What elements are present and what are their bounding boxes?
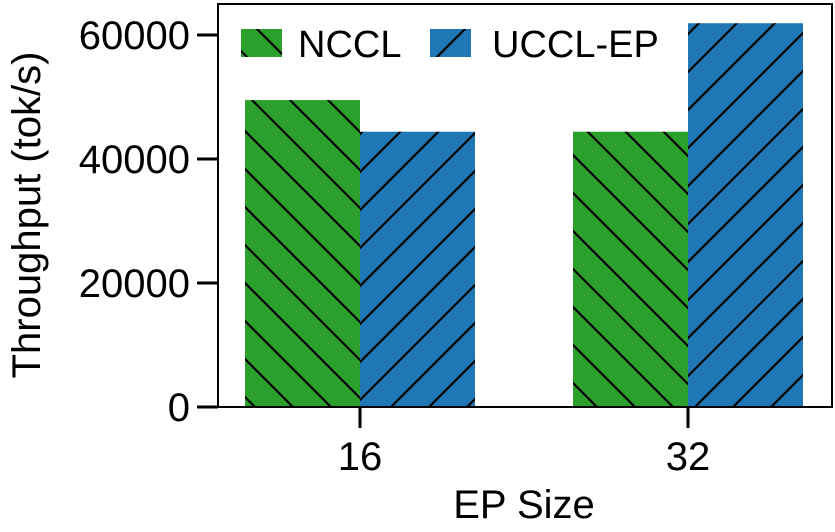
plot-frame [217,3,833,408]
bars-group [245,23,803,407]
x-tick-label: 32 [666,435,711,479]
bar-nccl-16 [245,100,360,407]
legend-swatch-nccl [241,29,282,57]
bar-uccl-ep-32 [688,23,803,407]
legend: NCCL UCCL-EP [241,24,659,66]
bar-uccl-ep-16 [360,131,475,407]
legend-swatch-uccl-ep [430,29,471,57]
y-axis: 0 20000 40000 60000 [79,14,218,430]
x-tick-label: 16 [338,435,383,479]
y-tick-label: 60000 [79,14,190,58]
y-tick-label: 0 [168,386,190,430]
y-axis-label: Throughput (tok/s) [5,52,49,379]
x-axis: 16 32 [338,407,711,479]
x-axis-label: EP Size [453,483,595,527]
y-tick-label: 20000 [79,262,190,306]
legend-label-uccl-ep: UCCL-EP [492,24,659,66]
y-tick-label: 40000 [79,138,190,182]
legend-label-nccl: NCCL [298,24,401,66]
bar-nccl-32 [573,131,688,407]
